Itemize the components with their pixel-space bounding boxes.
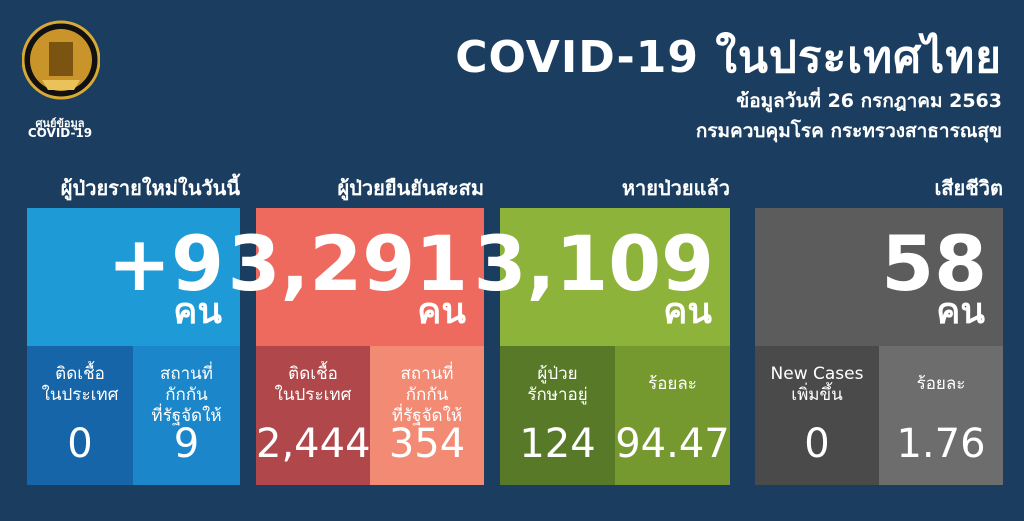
total-value: +9 <box>107 219 224 308</box>
sub-panel: สถานที่ กักกัน ที่รัฐจัดให้ 9 <box>133 346 240 485</box>
sub-value: 0 <box>804 421 830 467</box>
logo <box>22 20 100 100</box>
sub-label: ติดเชื้อ ในประเทศ <box>27 364 133 406</box>
sub-label: สถานที่ กักกัน ที่รัฐจัดให้ <box>133 364 240 427</box>
logo-caption: ศูนย์ข้อมูล <box>35 117 85 130</box>
logo-caption: COVID-19 <box>27 126 93 140</box>
sub-value: 354 <box>388 421 466 467</box>
label-line: สถานที่ <box>159 364 214 384</box>
sub-label: ติดเชื้อ ในประเทศ <box>256 364 370 406</box>
date: ข้อมูลวันที่ 26 กรกฎาคม 2563 <box>736 90 1002 112</box>
label-line: ร้อยละ <box>648 374 697 394</box>
label-line: ที่รัฐจัดให้ <box>151 406 222 426</box>
sub-value: 124 <box>519 421 596 467</box>
label-line: กักกัน <box>405 385 449 405</box>
sub-label: ร้อยละ <box>879 374 1003 395</box>
total-value: 3,109 <box>473 219 714 308</box>
source: กรมควบคุมโรค กระทรวงสาธารณสุข <box>695 120 1002 142</box>
sub-value: 1.76 <box>896 421 986 467</box>
label-line: สถานที่ <box>400 364 454 384</box>
label-line: ในประเทศ <box>41 385 119 405</box>
total-unit: คน <box>417 291 466 332</box>
sub-label: สถานที่ กักกัน ที่รัฐจัดให้ <box>370 364 484 427</box>
panel-heading: ผู้ป่วยรายใหม่ในวันนี้ <box>60 176 240 200</box>
label-line: เพิ่มขึ้น <box>791 385 843 405</box>
sub-label: ร้อยละ <box>615 374 730 395</box>
panel-heading: เสียชีวิต <box>934 176 1003 200</box>
title: COVID-19 ในประเทศไทย <box>455 32 1002 83</box>
label-line: ที่รัฐจัดให้ <box>391 406 463 426</box>
label-line: ร้อยละ <box>916 374 966 394</box>
sub-value: 0 <box>67 421 93 467</box>
panel-heading: ผู้ป่วยยืนยันสะสม <box>337 176 484 200</box>
total-unit: คน <box>663 291 712 332</box>
label-line: ในประเทศ <box>274 385 352 405</box>
sub-value: 9 <box>173 421 200 467</box>
label-line: New Cases <box>770 364 864 384</box>
label-line: ผู้ป่วย <box>537 364 578 384</box>
total-value: 58 <box>881 219 987 308</box>
label-line: ติดเชื้อ <box>55 364 105 384</box>
sub-value: 94.47 <box>615 421 730 467</box>
sub-panel: ผู้ป่วย รักษาอยู่ 124 <box>500 346 615 485</box>
total-value: 3,291 <box>227 219 468 308</box>
sub-panel: สถานที่ กักกัน ที่รัฐจัดให้ 354 <box>370 346 484 485</box>
sub-panel: ร้อยละ 94.47 <box>615 346 730 485</box>
total-unit: คน <box>173 291 222 332</box>
label-line: รักษาอยู่ <box>527 385 588 405</box>
panel-total: +9 คน <box>27 208 240 346</box>
sub-label: New Cases เพิ่มขึ้น <box>755 364 879 406</box>
sub-panel: ร้อยละ 1.76 <box>879 346 1003 485</box>
panel-total: 3,291 คน <box>228 208 484 346</box>
sub-value: 2,444 <box>256 421 371 467</box>
total-unit: คน <box>936 291 985 332</box>
label-line: กักกัน <box>165 385 208 405</box>
sub-panel: ติดเชื้อ ในประเทศ 0 <box>27 346 133 485</box>
panel-total: 58 คน <box>755 208 1003 346</box>
sub-panel: New Cases เพิ่มขึ้น 0 <box>755 346 879 485</box>
sub-label: ผู้ป่วย รักษาอยู่ <box>500 364 615 406</box>
label-line: ติดเชื้อ <box>288 364 338 384</box>
panel-heading: หายป่วยแล้ว <box>621 176 730 200</box>
sub-panel: ติดเชื้อ ในประเทศ 2,444 <box>256 346 371 485</box>
panel-total: 3,109 คน <box>474 208 730 346</box>
